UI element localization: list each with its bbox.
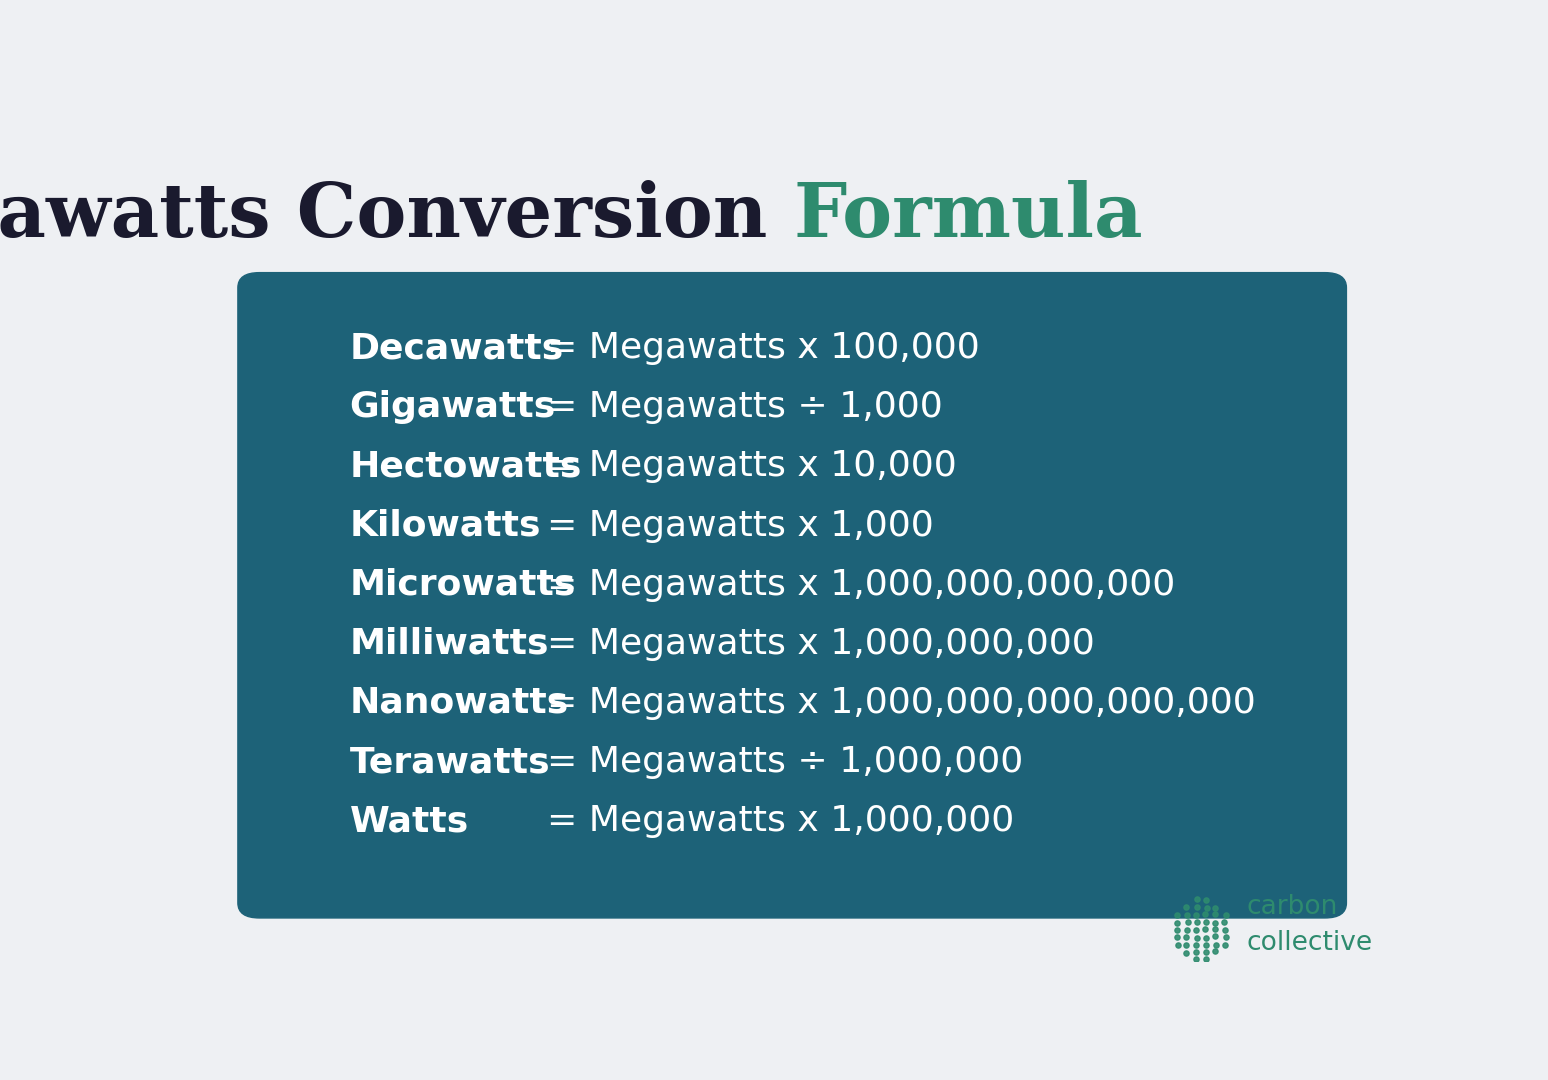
Point [1173,899,1198,916]
Point [1175,921,1200,939]
Point [1173,944,1198,961]
Text: Gigawatts: Gigawatts [350,390,556,424]
Point [1173,936,1198,954]
FancyBboxPatch shape [238,272,1347,918]
Point [1203,921,1228,939]
Text: Decawatts: Decawatts [350,332,563,365]
Text: Terawatts: Terawatts [350,745,550,779]
Text: = Megawatts x 1,000: = Megawatts x 1,000 [548,509,933,542]
Point [1203,928,1228,945]
Point [1184,950,1209,968]
Point [1203,914,1228,931]
Point [1184,906,1209,923]
Text: carbon
collective: carbon collective [1246,894,1373,957]
Point [1194,892,1218,909]
Text: = Megawatts x 100,000: = Megawatts x 100,000 [548,332,980,365]
Text: Kilowatts: Kilowatts [350,509,540,542]
Point [1194,929,1218,946]
Text: Megawatts Conversion: Megawatts Conversion [0,180,794,254]
Point [1203,905,1228,922]
Point [1164,906,1189,923]
Text: = Megawatts x 1,000,000,000,000: = Megawatts x 1,000,000,000,000 [548,568,1175,602]
Text: Watts: Watts [350,805,469,838]
Point [1194,950,1218,968]
Point [1194,906,1218,923]
Text: = Megawatts x 1,000,000: = Megawatts x 1,000,000 [548,805,1014,838]
Point [1203,899,1228,916]
Point [1212,921,1237,939]
Point [1203,936,1228,954]
Point [1183,921,1207,939]
Point [1184,913,1209,930]
Text: = Megawatts x 1,000,000,000,000,000: = Megawatts x 1,000,000,000,000,000 [548,686,1255,720]
Text: = Megawatts ÷ 1,000: = Megawatts ÷ 1,000 [548,390,943,424]
Point [1194,920,1218,937]
Text: Microwatts: Microwatts [350,568,576,602]
Text: Nanowatts: Nanowatts [350,686,568,720]
Point [1194,899,1218,916]
Point [1175,913,1200,930]
Point [1175,906,1200,923]
Point [1166,914,1190,931]
Text: = Megawatts x 10,000: = Megawatts x 10,000 [548,449,957,484]
Point [1184,891,1209,908]
Text: = Megawatts x 1,000,000,000: = Megawatts x 1,000,000,000 [548,626,1094,661]
Text: Hectowatts: Hectowatts [350,449,582,484]
Point [1164,928,1189,945]
Point [1194,943,1218,960]
Point [1164,921,1189,939]
Point [1173,929,1198,946]
Point [1212,914,1237,931]
Text: Milliwatts: Milliwatts [350,626,550,661]
Point [1183,943,1207,960]
Point [1184,899,1209,916]
Point [1212,936,1237,954]
Point [1214,928,1238,945]
Text: Formula: Formula [794,180,1142,254]
Point [1166,936,1190,954]
Text: = Megawatts ÷ 1,000,000: = Megawatts ÷ 1,000,000 [548,745,1023,779]
Point [1194,936,1218,954]
Point [1194,913,1218,930]
Point [1203,943,1228,960]
Point [1184,936,1209,954]
Point [1184,929,1209,946]
Point [1214,906,1238,923]
